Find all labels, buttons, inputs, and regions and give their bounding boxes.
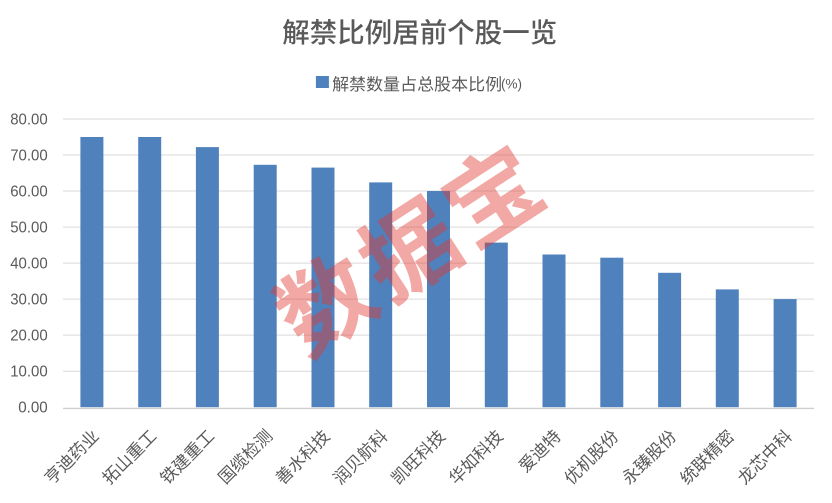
svg-text:30.00: 30.00	[10, 292, 48, 309]
svg-text:70.00: 70.00	[10, 148, 48, 165]
svg-text:0.00: 0.00	[18, 400, 48, 417]
svg-text:80.00: 80.00	[10, 112, 48, 129]
svg-text:40.00: 40.00	[10, 256, 48, 273]
svg-text:20.00: 20.00	[10, 328, 48, 345]
svg-text:(%): (%)	[501, 76, 522, 91]
svg-text:10.00: 10.00	[10, 364, 48, 381]
svg-text:60.00: 60.00	[10, 184, 48, 201]
svg-text:50.00: 50.00	[10, 220, 48, 237]
